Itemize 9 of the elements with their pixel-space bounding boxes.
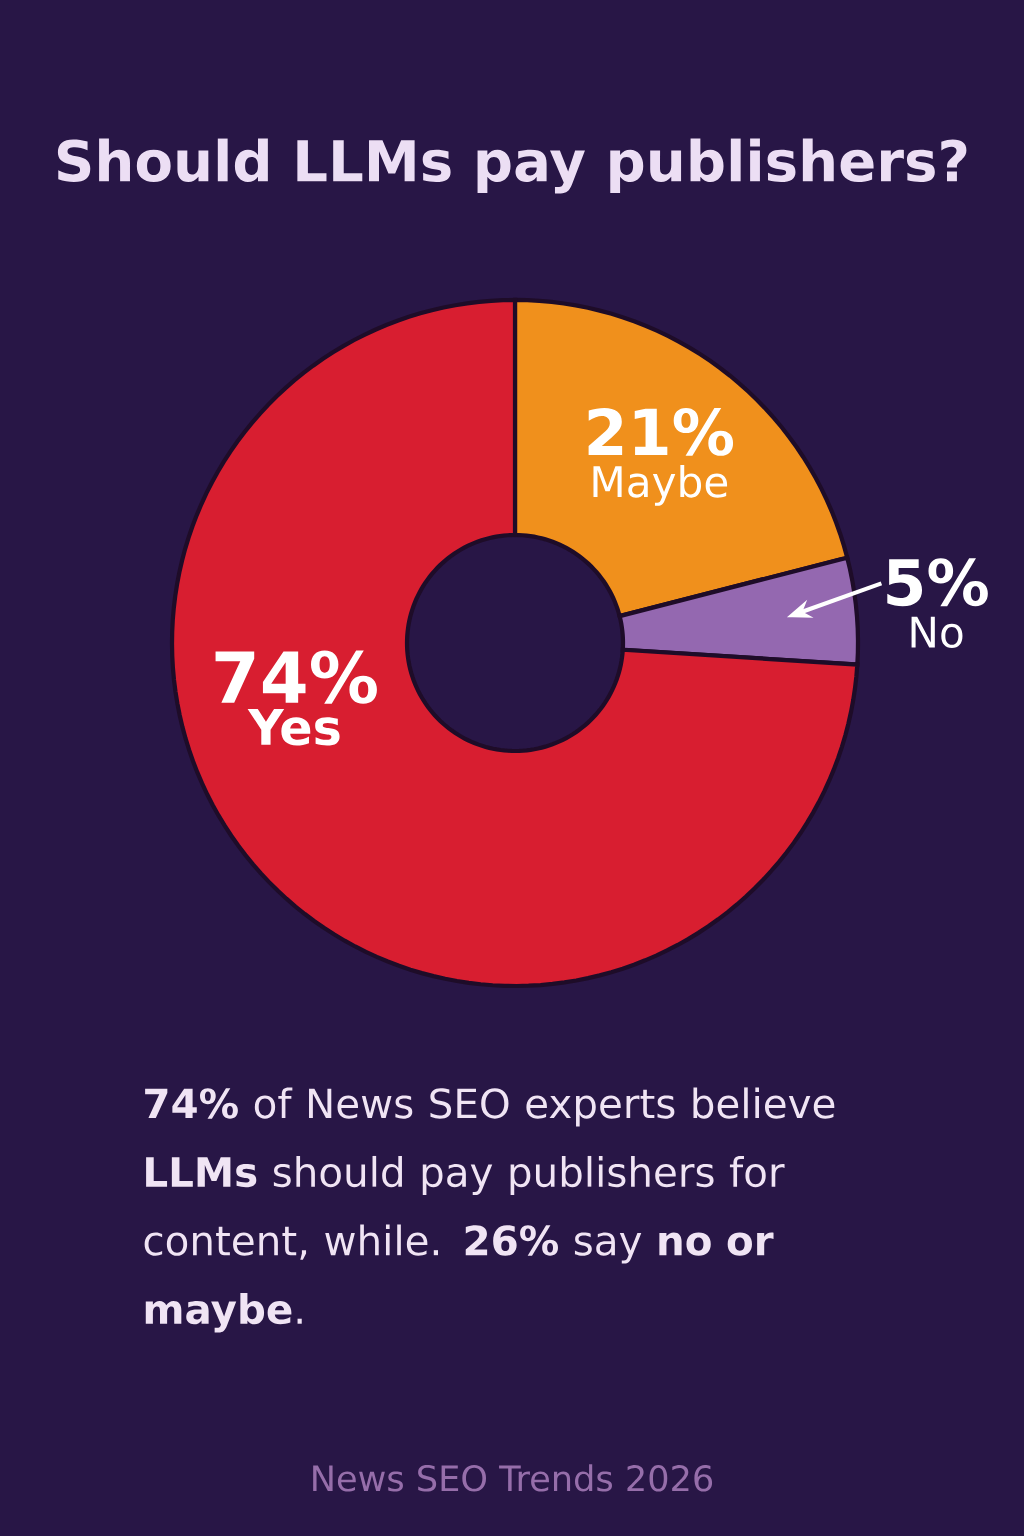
text: News SEO Trends 2026	[313, 1464, 713, 1492]
data-label: 21%	[588, 407, 734, 456]
data-label: 74%	[215, 650, 377, 704]
slice-label: Yes	[247, 708, 340, 746]
text: 74% of News SEO experts believe LLMs should pay publishers for content, while. 26% say no or maybe.	[144, 1087, 835, 1333]
slice-label: No	[911, 616, 963, 649]
chart-title: Should LLMs pay publishers?	[57, 138, 967, 194]
slice-label: Maybe	[593, 465, 728, 506]
data-label: 5%	[887, 558, 988, 607]
